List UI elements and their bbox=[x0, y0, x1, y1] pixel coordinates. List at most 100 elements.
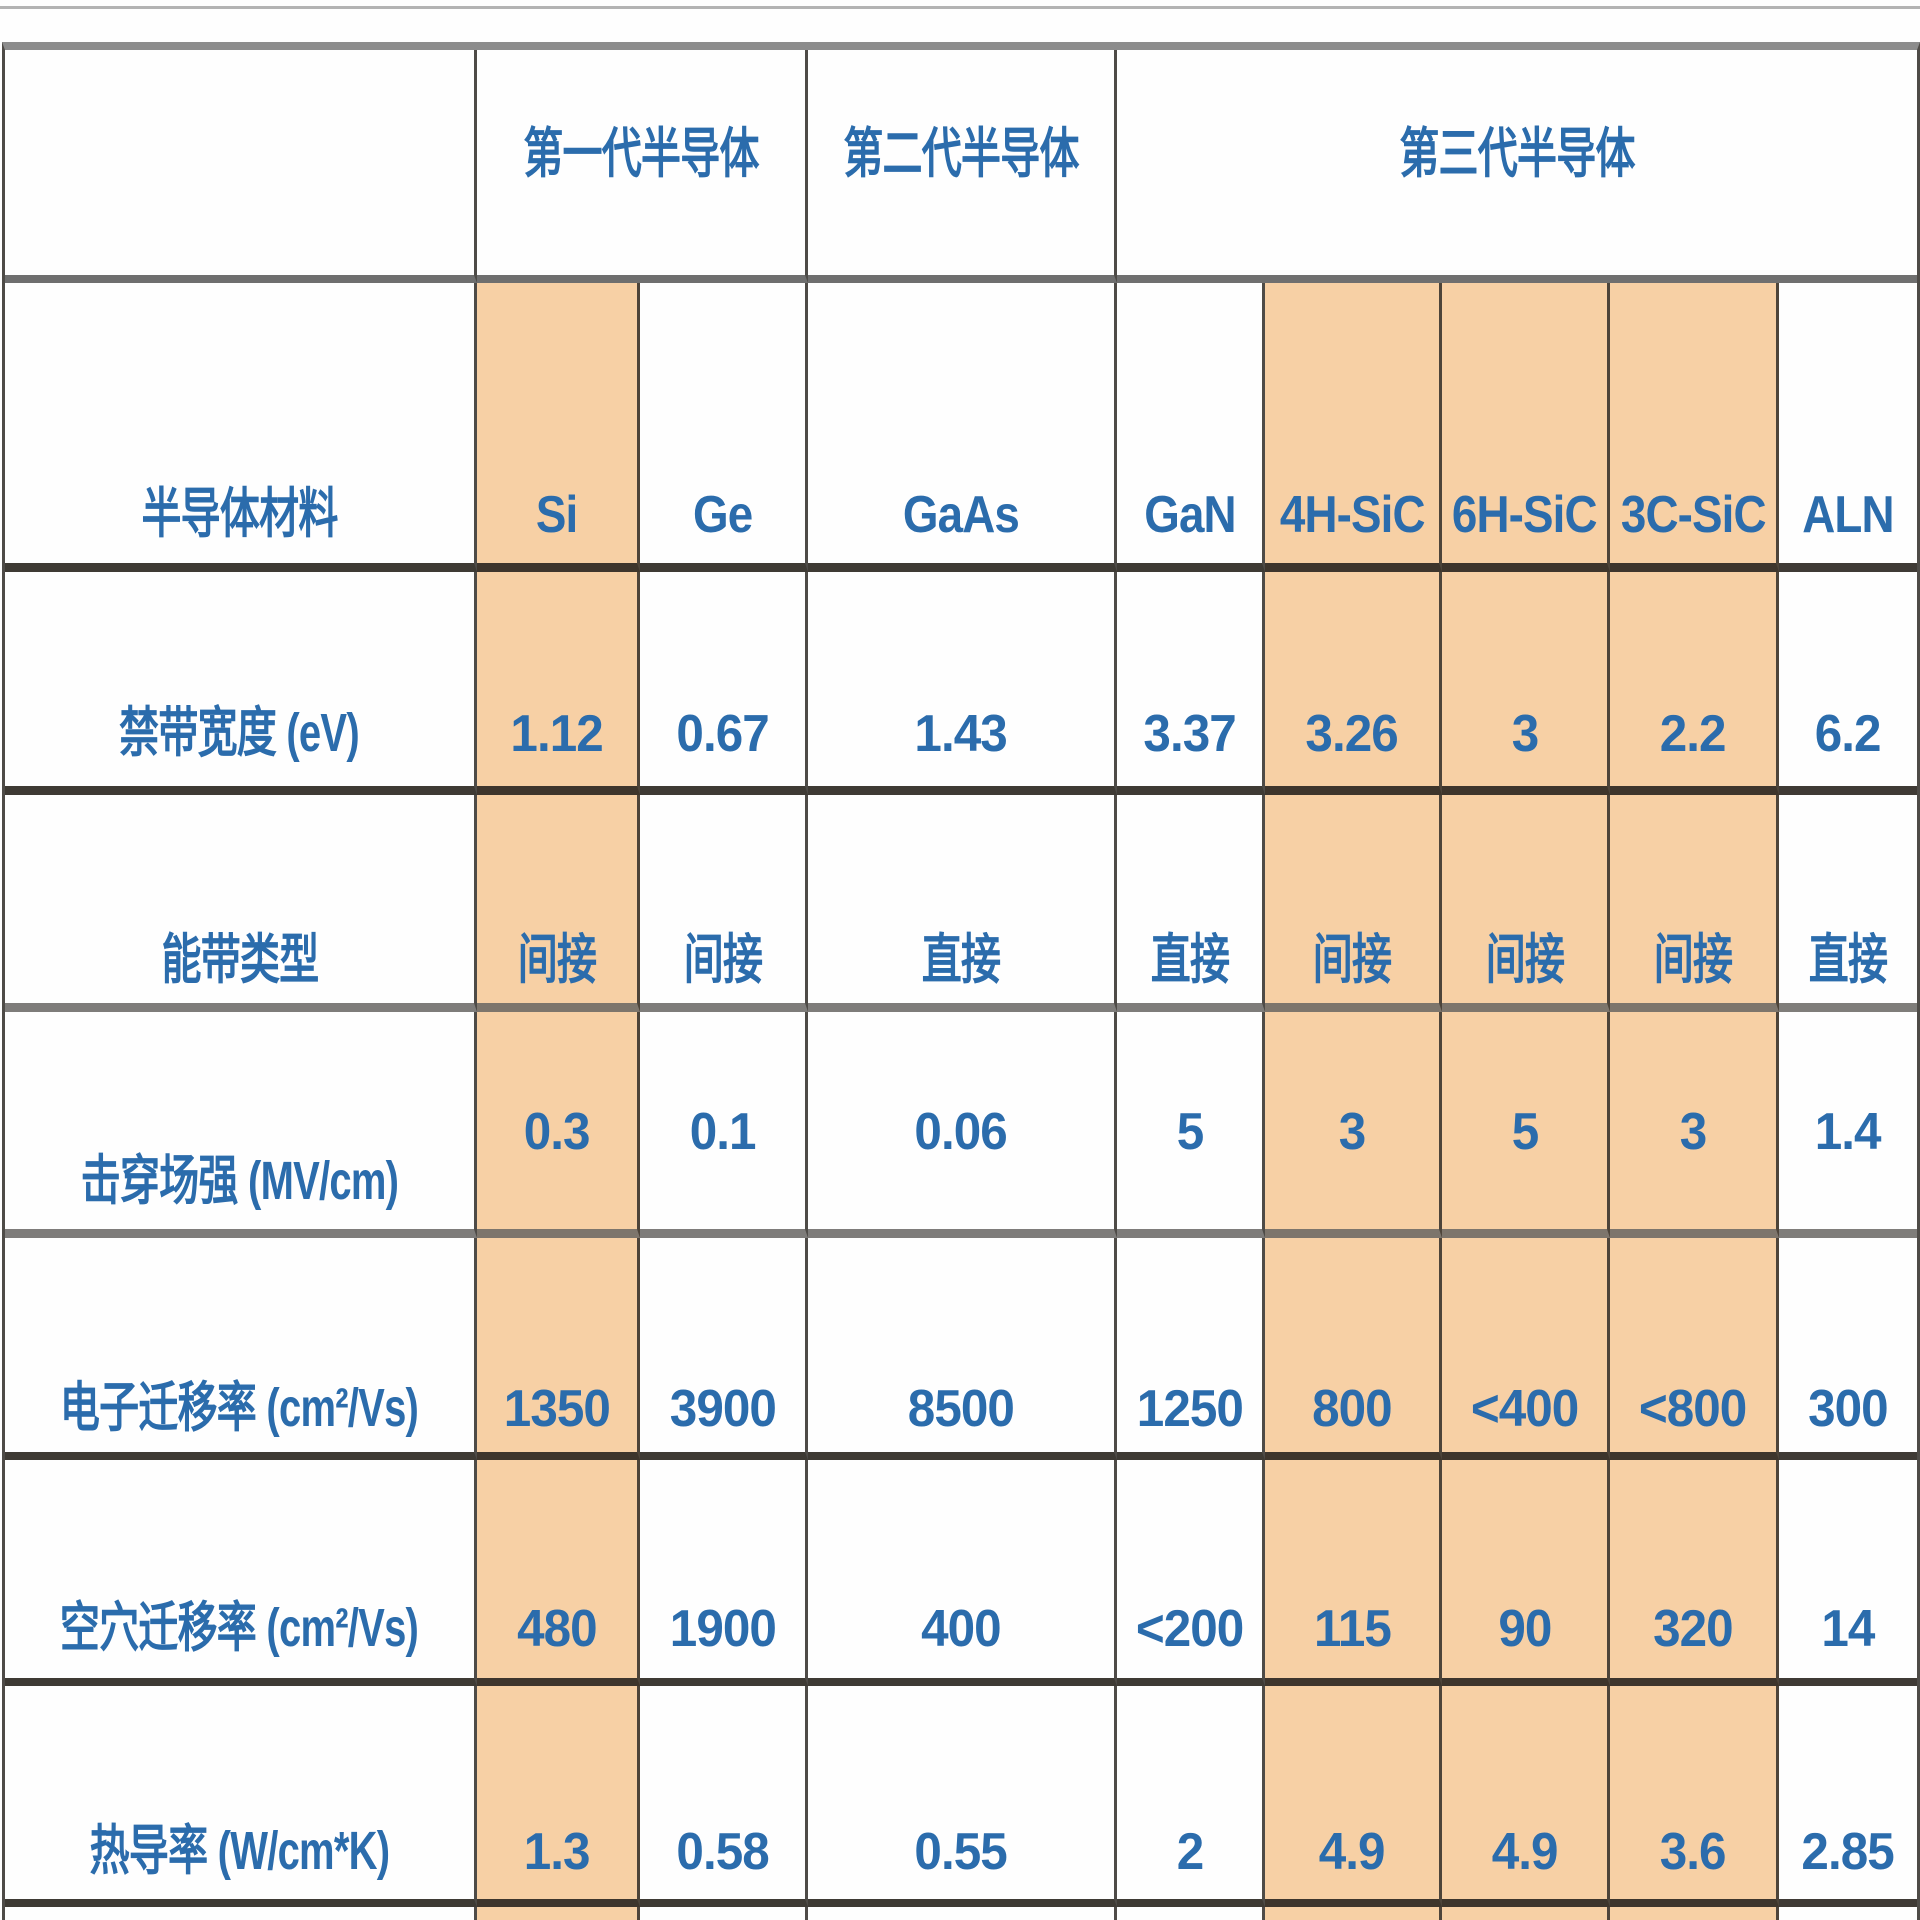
value-cell: 2.85 bbox=[1779, 1686, 1917, 1907]
value-cell: <400 bbox=[1442, 1238, 1610, 1460]
value-cell: 6H-SiC bbox=[1442, 283, 1610, 572]
cell-value: 直接 bbox=[1808, 930, 1888, 991]
value-cell: 间接 bbox=[640, 795, 808, 1012]
cell-value: 320 bbox=[1653, 1600, 1734, 1659]
row-label-cell: 禁带宽度 (eV) bbox=[5, 572, 477, 795]
cell-value: 3C-SiC bbox=[1620, 486, 1767, 545]
gen1-header-label: 第一代半导体 bbox=[523, 124, 759, 185]
value-cell: 320 bbox=[1610, 1460, 1779, 1686]
value-cell: 4.9 bbox=[1265, 1686, 1442, 1907]
partial-cell bbox=[1779, 1907, 1917, 1920]
cell-value: 5 bbox=[1511, 1103, 1538, 1162]
cell-value: 直接 bbox=[921, 930, 1001, 991]
row-label-cell: 空穴迁移率 (cm²/Vs) bbox=[5, 1460, 477, 1686]
cell-value: 0.1 bbox=[689, 1103, 757, 1162]
value-cell: 3.26 bbox=[1265, 572, 1442, 795]
row-label: 空穴迁移率 (cm²/Vs) bbox=[60, 1598, 419, 1659]
value-cell: 1250 bbox=[1117, 1238, 1265, 1460]
value-cell: 直接 bbox=[1779, 795, 1917, 1012]
cell-value: 3.37 bbox=[1143, 705, 1236, 764]
value-cell: 480 bbox=[477, 1460, 640, 1686]
partial-cell bbox=[640, 1907, 808, 1920]
cell-value: GaN bbox=[1143, 486, 1236, 545]
value-cell: 3 bbox=[1442, 572, 1610, 795]
cell-value: 间接 bbox=[683, 930, 762, 991]
partial-cell bbox=[1610, 1907, 1779, 1920]
value-cell: 3.6 bbox=[1610, 1686, 1779, 1907]
row-label-cell: 半导体材料 bbox=[5, 283, 477, 572]
value-cell: 0.67 bbox=[640, 572, 808, 795]
value-cell: 4H-SiC bbox=[1265, 283, 1442, 572]
page-top-divider bbox=[0, 6, 1920, 9]
table-row: 半导体材料 Si Ge GaAs GaN 4H-SiC 6H-SiC 3C-SiC ALN bbox=[5, 283, 1917, 572]
cell-value: <200 bbox=[1135, 1600, 1244, 1659]
value-cell: 0.06 bbox=[808, 1012, 1117, 1238]
cell-value: 3.6 bbox=[1660, 1823, 1727, 1882]
value-cell: 400 bbox=[808, 1460, 1117, 1686]
cell-value: <800 bbox=[1639, 1380, 1747, 1439]
gen2-header-label: 第二代半导体 bbox=[843, 124, 1079, 185]
value-cell: 1900 bbox=[640, 1460, 808, 1686]
cell-value: ALN bbox=[1802, 486, 1894, 545]
cell-value: 90 bbox=[1497, 1600, 1552, 1659]
cell-value: 115 bbox=[1313, 1600, 1392, 1659]
cell-value: 3.26 bbox=[1305, 705, 1399, 764]
gen1-header-cell: 第一代半导体 bbox=[477, 50, 808, 283]
value-cell: 115 bbox=[1265, 1460, 1442, 1686]
value-cell: 3 bbox=[1610, 1012, 1779, 1238]
value-cell: 0.58 bbox=[640, 1686, 808, 1907]
cell-value: 6.2 bbox=[1815, 705, 1882, 764]
cell-value: 1900 bbox=[669, 1600, 776, 1659]
value-cell: 1.43 bbox=[808, 572, 1117, 795]
value-cell: Ge bbox=[640, 283, 808, 572]
corner-cell bbox=[5, 50, 477, 283]
cell-value: 0.06 bbox=[914, 1103, 1008, 1162]
partial-cell bbox=[1265, 1907, 1442, 1920]
cell-value: 0.55 bbox=[914, 1823, 1008, 1882]
value-cell: 3 bbox=[1265, 1012, 1442, 1238]
cell-value: 4.9 bbox=[1319, 1823, 1386, 1882]
value-cell: 0.55 bbox=[808, 1686, 1117, 1907]
cell-value: 2.2 bbox=[1660, 705, 1727, 764]
value-cell: <200 bbox=[1117, 1460, 1265, 1686]
table-body: 半导体材料 Si Ge GaAs GaN 4H-SiC 6H-SiC 3C-SiC ALN 禁带宽… bbox=[5, 283, 1917, 1920]
row-label: 半导体材料 bbox=[141, 484, 338, 545]
table-row: 击穿场强 (MV/cm) 0.3 0.1 0.06 5 3 5 3 1.4 bbox=[5, 1012, 1917, 1238]
value-cell: 1350 bbox=[477, 1238, 640, 1460]
row-label: 击穿场强 (MV/cm) bbox=[80, 1151, 399, 1212]
cell-value: 5 bbox=[1176, 1103, 1203, 1162]
value-cell: 间接 bbox=[1610, 795, 1779, 1012]
cell-value: 0.3 bbox=[524, 1103, 591, 1162]
cell-value: 4H-SiC bbox=[1279, 486, 1426, 545]
cell-value: 800 bbox=[1312, 1380, 1393, 1439]
cell-value: 1250 bbox=[1136, 1380, 1243, 1439]
value-cell: 1.4 bbox=[1779, 1012, 1917, 1238]
value-cell: 间接 bbox=[1442, 795, 1610, 1012]
row-label-cell: 电子迁移率 (cm²/Vs) bbox=[5, 1238, 477, 1460]
cell-value: Si bbox=[536, 486, 578, 545]
cell-value: 6H-SiC bbox=[1452, 486, 1598, 545]
cell-value: 2.85 bbox=[1801, 1823, 1895, 1882]
partial-cell bbox=[808, 1907, 1117, 1920]
cell-value: 480 bbox=[517, 1600, 598, 1659]
cell-value: 14 bbox=[1821, 1600, 1875, 1659]
partial-cell bbox=[5, 1907, 477, 1920]
value-cell: ALN bbox=[1779, 283, 1917, 572]
cell-value: 间接 bbox=[1312, 930, 1392, 991]
row-label: 禁带宽度 (eV) bbox=[119, 703, 361, 764]
value-cell: 2.2 bbox=[1610, 572, 1779, 795]
cell-value: 直接 bbox=[1150, 930, 1229, 991]
cell-value: 1.4 bbox=[1815, 1103, 1882, 1162]
value-cell: 0.3 bbox=[477, 1012, 640, 1238]
cell-value: 0.67 bbox=[676, 705, 769, 764]
generation-header-row: 第一代半导体 第二代半导体 第三代半导体 bbox=[5, 50, 1917, 283]
value-cell: <800 bbox=[1610, 1238, 1779, 1460]
cell-value: 400 bbox=[921, 1600, 1002, 1659]
gen2-header-cell: 第二代半导体 bbox=[808, 50, 1117, 283]
row-label: 热导率 (W/cm*K) bbox=[89, 1821, 390, 1882]
cell-value: 1.12 bbox=[510, 705, 604, 764]
row-label: 能带类型 bbox=[161, 930, 319, 991]
value-cell: 8500 bbox=[808, 1238, 1117, 1460]
cell-value: 4.9 bbox=[1491, 1823, 1559, 1882]
value-cell: 300 bbox=[1779, 1238, 1917, 1460]
